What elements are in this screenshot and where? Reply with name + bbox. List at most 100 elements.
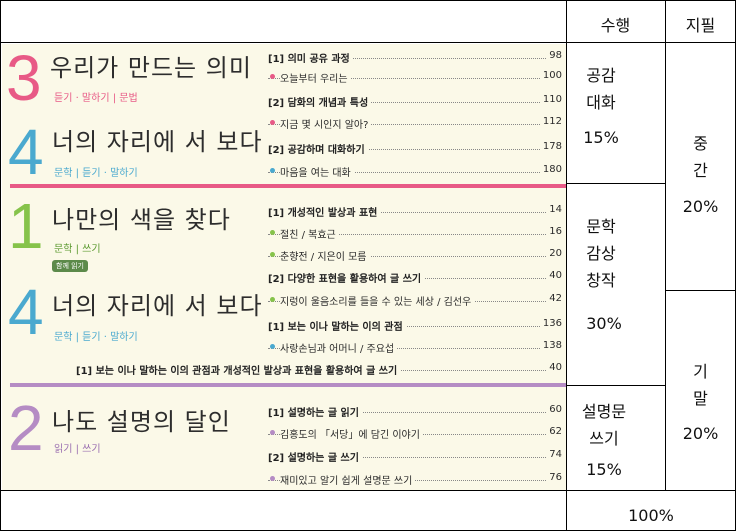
toc-text: [1] 설명하는 글 읽기: [268, 404, 362, 419]
toc-entry: 지금 몇 시인지 알아? 112: [268, 116, 562, 131]
perf-divider-2: [566, 385, 665, 386]
toc-entry: 사랑손님과 어머니 / 주요섭 138: [268, 340, 562, 355]
total-row-divider: [0, 490, 736, 491]
unit-title: 너의 자리에 서 보다: [52, 128, 263, 156]
toc-text: [1] 개성적인 발상과 표현: [268, 204, 381, 219]
toc-text: 사랑손님과 어머니 / 주요섭: [280, 340, 398, 355]
unit-title: 우리가 만드는 의미: [50, 54, 252, 82]
header-perf: 수행: [600, 16, 631, 35]
toc-entry: [1] 의미 공유 과정 98: [268, 50, 562, 65]
section-divider: [10, 184, 566, 188]
toc-page: 74: [546, 449, 562, 460]
toc-entry: 춘향전 / 지은이 모름 20: [268, 248, 562, 263]
total-value: 100%: [628, 506, 674, 525]
paper-cell-midterm: 중 간: [665, 130, 736, 184]
perf-pct-expository: 15%: [586, 460, 622, 479]
unit-number: 4: [8, 116, 44, 188]
toc-entry: 절친 / 복효근 16: [268, 226, 562, 241]
toc-entry: 오늘부터 우리는 100: [268, 70, 562, 85]
perf-cell-dialogue: 공감 대화: [566, 62, 636, 116]
toc-text: [1] 의미 공유 과정: [268, 50, 353, 65]
toc-page: 180: [539, 164, 562, 175]
perf-pct-literature: 30%: [586, 314, 622, 333]
toc-entry: 김홍도의 「서당」에 담긴 이야기 62: [268, 426, 562, 441]
toc-text: [2] 공감하며 대화하기: [268, 141, 368, 156]
table-border-top: [0, 0, 736, 1]
section-divider: [10, 383, 566, 387]
toc-text: 춘향전 / 지은이 모름: [280, 248, 370, 263]
bullet-icon: [270, 168, 275, 173]
toc-entry: 지렁이 울음소리를 들을 수 있는 세상 / 김선우 42: [268, 293, 562, 308]
toc-text: 지렁이 울음소리를 들을 수 있는 세상 / 김선우: [280, 293, 475, 308]
toc-entry: [2] 다양한 표현을 활용하여 글 쓰기 40: [268, 270, 562, 285]
unit-number: 4: [8, 276, 44, 348]
toc-entry: [2] 설명하는 글 쓰기 74: [268, 449, 562, 464]
toc-page: 136: [539, 318, 562, 329]
toc-text: 마음을 여는 대화: [280, 164, 354, 179]
toc-entry: [1] 개성적인 발상과 표현 14: [268, 204, 562, 219]
toc-entry: [1] 보는 이나 말하는 이의 관점 136: [268, 318, 562, 333]
toc-entry: [1] 보는 이나 말하는 이의 관점과 개성적인 발상과 표현을 활용하여 글…: [76, 362, 562, 377]
perf-cell-line: 설명문: [581, 402, 627, 421]
toc-page: 16: [546, 226, 562, 237]
table-border-left: [0, 0, 1, 531]
unit-number: 2: [8, 392, 44, 464]
perf-cell-literature: 문학 감상 창작: [566, 213, 636, 294]
reading-badge: 함께 읽기: [52, 260, 88, 272]
perf-cell-line: 쓰기: [589, 429, 619, 448]
perf-pct-dialogue: 15%: [583, 128, 619, 147]
bullet-icon: [270, 120, 275, 125]
bullet-icon: [270, 230, 275, 235]
toc-page: 14: [546, 204, 562, 215]
toc-page: 100: [539, 70, 562, 81]
header-row-divider: [0, 42, 736, 43]
paper-cell-line: 중: [693, 134, 708, 153]
unit-subject: 문학 | 쓰기: [54, 244, 101, 255]
toc-page: 20: [546, 248, 562, 259]
bullet-icon: [270, 476, 275, 481]
toc-text: [2] 담화의 개념과 특성: [268, 94, 372, 109]
toc-page: 42: [546, 293, 562, 304]
toc-text: 김홍도의 「서당」에 담긴 이야기: [280, 426, 423, 441]
toc-entry: 마음을 여는 대화 180: [268, 164, 562, 179]
toc-page: 138: [539, 340, 562, 351]
perf-cell-line: 대화: [586, 93, 616, 112]
toc-entry: [2] 공감하며 대화하기 178: [268, 141, 562, 156]
header-paper: 지필: [685, 16, 716, 35]
col-divider-2: [665, 0, 666, 490]
toc-page: 110: [539, 94, 562, 105]
bullet-icon: [270, 252, 275, 257]
toc-page: 40: [546, 362, 562, 373]
toc-entry: [1] 설명하는 글 읽기 60: [268, 404, 562, 419]
perf-cell-line: 감상: [586, 244, 616, 263]
toc-entry: [2] 담화의 개념과 특성 110: [268, 94, 562, 109]
paper-cell-line: 말: [693, 389, 708, 408]
toc-text: [2] 설명하는 글 쓰기: [268, 449, 362, 464]
unit-subject: 문학 | 듣기 · 말하기: [54, 332, 138, 343]
toc-text: 오늘부터 우리는: [280, 70, 351, 85]
toc-text: [1] 보는 이나 말하는 이의 관점과 개성적인 발상과 표현을 활용하여 글…: [76, 362, 401, 377]
perf-cell-line: 창작: [586, 271, 616, 290]
unit-number: 1: [8, 190, 44, 262]
toc-page: 98: [546, 50, 562, 61]
toc-page: 112: [539, 116, 562, 127]
textbook-contents-image: 3 우리가 만드는 의미 듣기 · 말하기 | 문법 4 너의 자리에 서 보다…: [2, 44, 566, 490]
paper-cell-line: 간: [693, 161, 708, 180]
toc-text: [2] 다양한 표현을 활용하여 글 쓰기: [268, 270, 425, 285]
col-divider-1: [566, 0, 567, 531]
toc-page: 40: [546, 270, 562, 281]
paper-pct-midterm: 20%: [682, 197, 719, 216]
perf-cell-expository: 설명문 쓰기: [566, 398, 642, 452]
unit-title: 나도 설명의 달인: [52, 408, 231, 436]
toc-page: 76: [546, 472, 562, 483]
bullet-icon: [270, 74, 275, 79]
toc-text: 재미있고 알기 쉽게 설명문 쓰기: [280, 472, 416, 487]
toc-page: 62: [546, 426, 562, 437]
toc-text: 지금 몇 시인지 알아?: [280, 116, 372, 131]
bullet-icon: [270, 297, 275, 302]
paper-cell-line: 기: [693, 362, 708, 381]
toc-page: 60: [546, 404, 562, 415]
toc-entry: 재미있고 알기 쉽게 설명문 쓰기 76: [268, 472, 562, 487]
perf-cell-line: 공감: [586, 66, 616, 85]
unit-subject: 듣기 · 말하기 | 문법: [54, 93, 138, 104]
